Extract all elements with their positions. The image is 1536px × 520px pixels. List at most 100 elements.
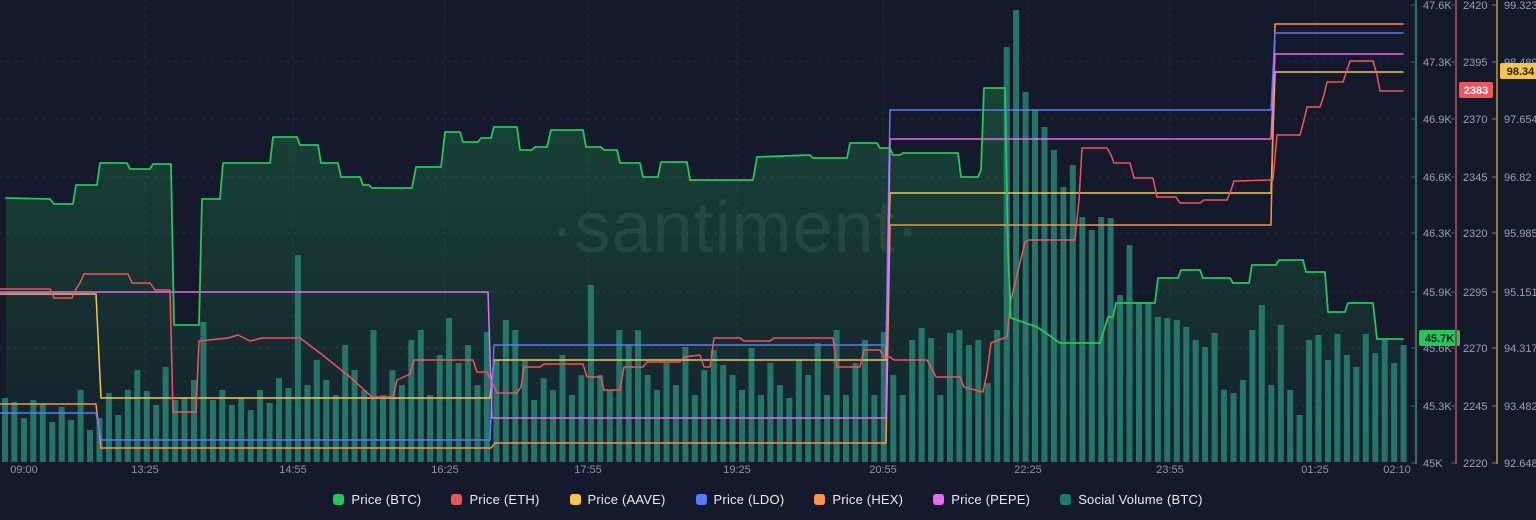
eth-current-value-badge <box>1459 82 1493 98</box>
volume-bar <box>30 400 37 462</box>
volume-bar <box>455 363 462 462</box>
volume-bar <box>1079 217 1086 462</box>
volume-bar <box>739 390 746 462</box>
axis-tick-label: 2370 <box>1463 114 1487 126</box>
legend-item-price-eth[interactable]: Price (ETH) <box>451 492 539 507</box>
volume-bar <box>20 418 27 462</box>
volume-bar <box>39 404 46 462</box>
y-axis-eth: 2420 2395 2370 2345 2320 2295 2270 2245 2220 2383 <box>1451 0 1493 470</box>
volume-bar <box>1202 347 1209 462</box>
time-label: 19:25 <box>723 464 751 476</box>
volume-bar <box>824 395 831 462</box>
legend-item-price-aave[interactable]: Price (AAVE) <box>569 491 666 507</box>
volume-bar <box>124 390 131 462</box>
time-label: 13:25 <box>131 464 159 476</box>
volume-bar <box>266 403 273 462</box>
volume-bar <box>181 398 188 462</box>
volume-bar <box>1013 10 1020 462</box>
volume-bar <box>172 400 179 462</box>
axis-tick-label: 2245 <box>1463 401 1487 413</box>
volume-bar <box>153 405 160 462</box>
axis-tick-label: 2395 <box>1463 57 1487 69</box>
volume-bar <box>1381 340 1388 462</box>
volume-bar <box>294 255 301 462</box>
volume-bar <box>1287 390 1294 462</box>
volume-bar <box>1239 380 1246 462</box>
legend-swatch <box>451 493 463 505</box>
legend: Price (BTC) Price (ETH) Price (AAVE) Price … <box>0 478 1536 520</box>
volume-bar <box>1211 333 1218 462</box>
volume-bar <box>1315 335 1322 462</box>
volume-bar <box>899 395 906 462</box>
legend-label: Price (AAVE) <box>587 491 666 507</box>
axis-tick-label: 47.3K <box>1423 57 1452 69</box>
legend-item-price-btc[interactable]: Price (BTC) <box>333 492 421 507</box>
volume-bar <box>380 395 386 462</box>
volume-bar <box>332 395 339 462</box>
legend-item-social-volume-btc[interactable]: Social Volume (BTC) <box>1060 492 1202 507</box>
volume-bar <box>1117 295 1124 462</box>
volume-bar <box>247 410 254 462</box>
btc-current-value: 45.7K <box>1425 333 1454 345</box>
axis-tick-label: 45.9K <box>1423 287 1452 299</box>
axis-tick-label: 45.3K <box>1423 401 1452 413</box>
legend-item-price-ldo[interactable]: Price (LDO) <box>695 491 785 507</box>
legend-label: Price (PEPE) <box>951 491 1031 507</box>
volume-bar <box>1325 360 1331 462</box>
volume-bar <box>1126 245 1133 462</box>
volume-bar <box>776 385 783 462</box>
volume-bar <box>965 345 972 462</box>
series-price-pepe <box>0 53 1404 419</box>
volume-bar <box>105 393 112 462</box>
volume-bar <box>257 390 264 462</box>
volume-bar <box>68 420 75 462</box>
volume-bar <box>1003 47 1010 462</box>
legend-swatch <box>695 493 707 505</box>
volume-bar <box>1060 187 1067 462</box>
price-social-volume-chart[interactable]: ·santiment·47.6K47.3K46.9K46.6K46.3K45.9… <box>0 0 1536 478</box>
volume-bar <box>1107 218 1114 462</box>
volume-bar <box>833 330 840 462</box>
volume-bar <box>1041 127 1048 462</box>
volume-bar <box>1022 92 1029 462</box>
legend-item-price-hex[interactable]: Price (HEX) <box>814 492 903 507</box>
legend-swatch <box>1060 493 1072 505</box>
volume-bar <box>1362 334 1369 462</box>
legend-label: Price (LDO) <box>713 491 785 507</box>
time-axis: 09:00 13:25 14:55 16:25 17:55 19:25 20:55 22:25… <box>10 464 1411 476</box>
volume-bar <box>795 360 802 462</box>
volume-bar <box>1268 385 1275 462</box>
volume-bar <box>1032 110 1038 462</box>
volume-bar <box>814 343 821 462</box>
volume-bar <box>2 398 8 462</box>
axis-tick-label: 96.82 <box>1504 172 1532 184</box>
volume-bar <box>890 375 897 462</box>
volume-bar <box>1136 302 1142 462</box>
volume-bar <box>1353 367 1360 462</box>
volume-bar <box>994 330 1001 462</box>
volume-bar <box>767 363 774 462</box>
volume-bar <box>1400 345 1407 462</box>
volume-bar <box>342 345 349 462</box>
volume-bar <box>417 330 424 462</box>
volume-bar <box>843 395 849 462</box>
legend-swatch <box>933 493 945 505</box>
volume-bar <box>1173 320 1180 462</box>
volume-bar <box>304 385 311 462</box>
time-label: 23:55 <box>1156 464 1184 476</box>
time-label: 16:25 <box>431 464 459 476</box>
legend-item-price-pepe[interactable]: Price (PEPE) <box>933 492 1030 507</box>
volume-bar <box>200 322 207 462</box>
volume-bar <box>682 347 689 462</box>
volume-bar <box>502 320 509 462</box>
eth-current-value: 2383 <box>1464 85 1488 97</box>
axis-tick-label: 2320 <box>1463 228 1487 240</box>
volume-bar <box>521 360 528 462</box>
volume-bar <box>748 348 755 462</box>
volume-bar <box>1258 305 1265 462</box>
y-axis-aave: 99.32398.48997.65496.8295.98595.15194.31… <box>1492 0 1536 470</box>
series-price-eth <box>0 60 1404 413</box>
aave-current-value-badge <box>1500 63 1536 79</box>
axis-tick-label: 46.3K <box>1423 228 1452 240</box>
